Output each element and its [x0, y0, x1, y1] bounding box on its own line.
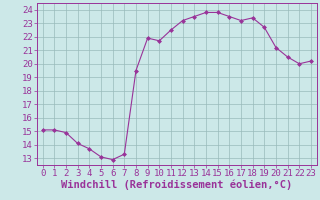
- X-axis label: Windchill (Refroidissement éolien,°C): Windchill (Refroidissement éolien,°C): [61, 180, 292, 190]
